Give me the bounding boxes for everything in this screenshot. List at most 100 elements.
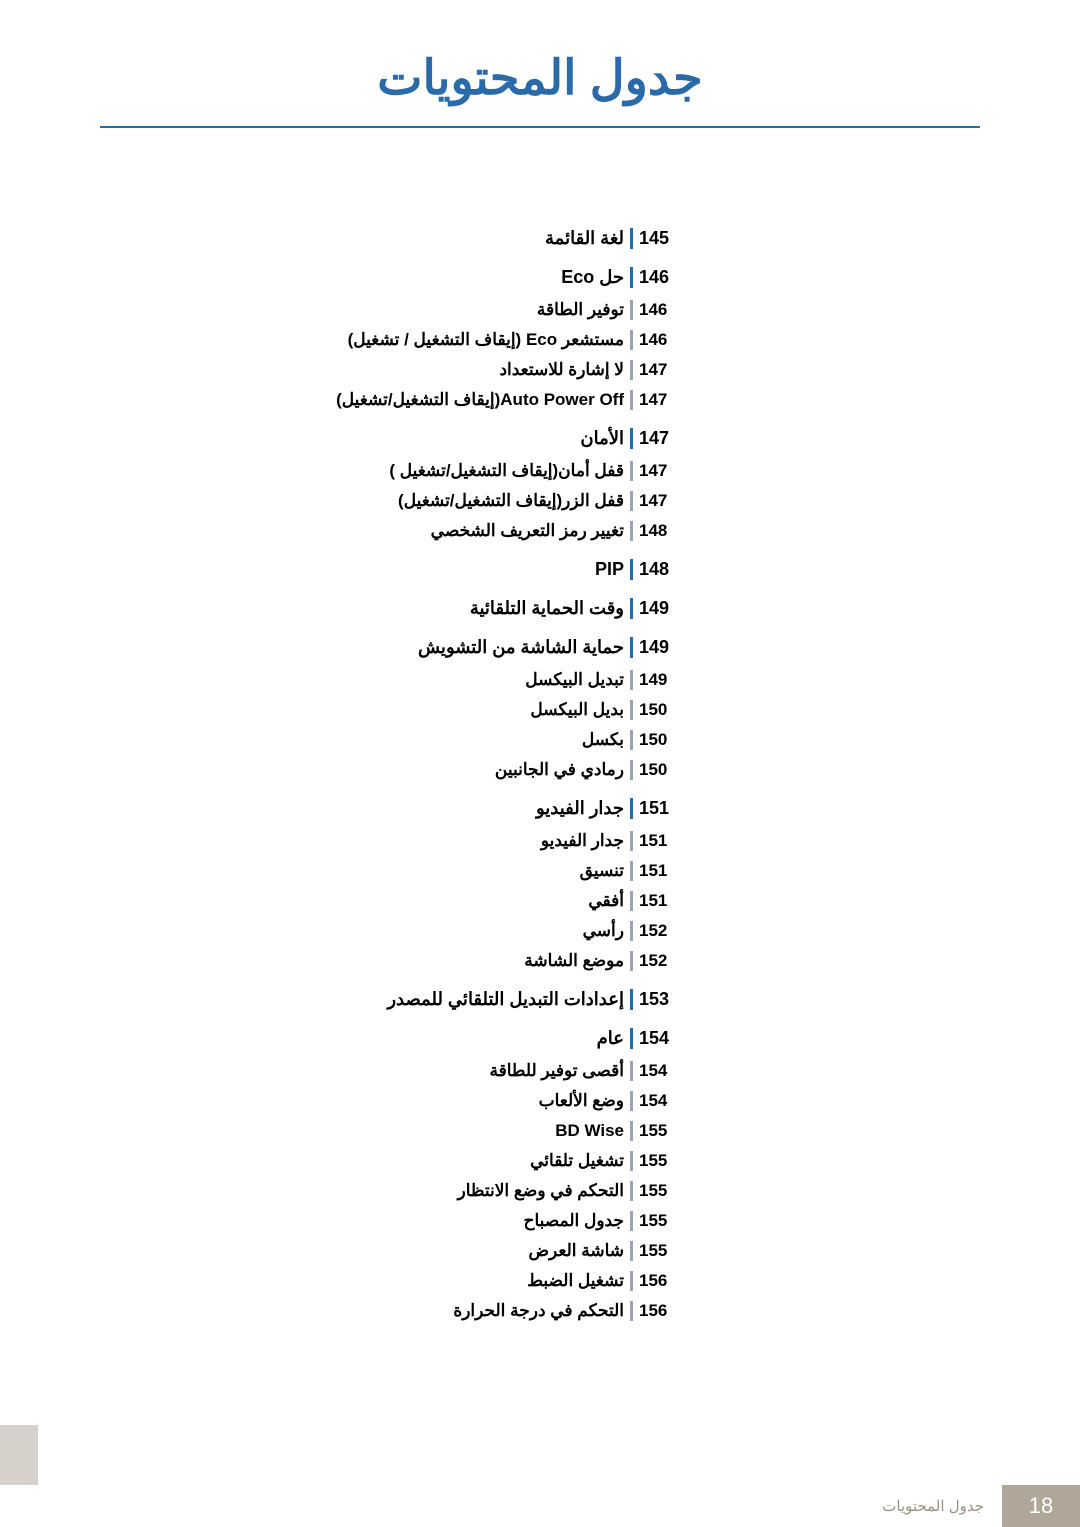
toc-entry-label: رمادي في الجانبين (495, 760, 630, 780)
toc-page-number: 147 (630, 360, 670, 380)
toc-entry[interactable]: 155جدول المصباح (145, 1211, 670, 1231)
toc-page-number: 147 (630, 491, 670, 511)
toc-page-number: 155 (630, 1151, 670, 1171)
toc-page-number: 152 (630, 951, 670, 971)
toc-entry-label: تشغيل تلقائي (530, 1151, 630, 1171)
toc-entry[interactable]: 151جدار الفيديو (145, 798, 670, 819)
toc-entry[interactable]: 148PIP (145, 559, 670, 580)
toc-entry[interactable]: 150رمادي في الجانبين (145, 760, 670, 780)
toc-page-number: 156 (630, 1301, 670, 1321)
toc-page-number: 149 (630, 670, 670, 690)
toc-entry-label: قفل الزر(إيقاف التشغيل/تشغيل) (398, 491, 630, 511)
toc-entry[interactable]: 151تنسيق (145, 861, 670, 881)
toc-entry-label: لغة القائمة (545, 228, 630, 249)
toc-page-number: 156 (630, 1271, 670, 1291)
toc-page-number: 146 (630, 300, 670, 320)
toc-entry[interactable]: 147قفل الزر(إيقاف التشغيل/تشغيل) (145, 491, 670, 511)
toc-entry[interactable]: 154عام (145, 1028, 670, 1049)
toc-page-number: 155 (630, 1181, 670, 1201)
page-title: جدول المحتويات (100, 50, 980, 128)
toc-entry-label: Auto Power Off(إيقاف التشغيل/تشغيل) (336, 390, 630, 410)
page-footer: 18 جدول المحتويات (0, 1485, 1080, 1527)
toc-entry-label: جدول المصباح (524, 1211, 630, 1231)
toc-page-number: 150 (630, 730, 670, 750)
toc-entry-label: الأمان (580, 428, 630, 449)
toc-entry-label: جدار الفيديو (541, 831, 630, 851)
toc-entry[interactable]: 151جدار الفيديو (145, 831, 670, 851)
toc-entry-label: التحكم في درجة الحرارة (453, 1301, 630, 1321)
toc-page-number: 150 (630, 700, 670, 720)
toc-page-number: 148 (630, 559, 670, 580)
toc-entry-label: وضع الألعاب (539, 1091, 630, 1111)
toc-entry[interactable]: 150بكسل (145, 730, 670, 750)
toc-entry-label: حل Eco (561, 267, 630, 288)
toc-entry[interactable]: 149حماية الشاشة من التشويش (145, 637, 670, 658)
toc-page-number: 147 (630, 428, 670, 449)
toc-entry-label: PIP (595, 559, 630, 580)
toc-entry[interactable]: 152رأسي (145, 921, 670, 941)
footer-label: جدول المحتويات (882, 1497, 1002, 1515)
toc-entry[interactable]: 156التحكم في درجة الحرارة (145, 1301, 670, 1321)
toc-entry[interactable]: 152موضع الشاشة (145, 951, 670, 971)
toc-entry-label: لا إشارة للاستعداد (499, 360, 630, 380)
toc-page-number: 151 (630, 891, 670, 911)
toc-entry[interactable]: 155BD Wise (145, 1121, 670, 1141)
toc-page-number: 149 (630, 598, 670, 619)
toc-entry[interactable]: 146توفير الطاقة (145, 300, 670, 320)
toc-entry[interactable]: 145لغة القائمة (145, 228, 670, 249)
toc-entry-label: تشغيل الضبط (527, 1271, 630, 1291)
toc-entry[interactable]: 155شاشة العرض (145, 1241, 670, 1261)
toc-entry-label: بكسل (582, 730, 630, 750)
toc-entry-label: رأسي (583, 921, 630, 941)
toc-entry-label: إعدادات التبديل التلقائي للمصدر (387, 989, 630, 1010)
toc-entry[interactable]: 153إعدادات التبديل التلقائي للمصدر (145, 989, 670, 1010)
toc-page-number: 151 (630, 861, 670, 881)
toc-page-number: 153 (630, 989, 670, 1010)
toc-entry[interactable]: 154وضع الألعاب (145, 1091, 670, 1111)
toc-entry-label: توفير الطاقة (537, 300, 630, 320)
side-tab (0, 1425, 38, 1485)
toc-entry[interactable]: 147الأمان (145, 428, 670, 449)
toc-entry[interactable]: 147قفل أمان(إيقاف التشغيل/تشغيل ) (145, 461, 670, 481)
toc-page-number: 154 (630, 1028, 670, 1049)
toc-entry-label: تغيير رمز التعريف الشخصي (431, 521, 630, 541)
toc-page-number: 155 (630, 1211, 670, 1231)
toc-entry[interactable]: 146حل Eco (145, 267, 670, 288)
toc-page-number: 147 (630, 390, 670, 410)
toc-entry-label: عام (597, 1028, 630, 1049)
toc-entry-label: BD Wise (555, 1121, 630, 1141)
toc-entry-label: تبديل البيكسل (525, 670, 630, 690)
toc-page-number: 154 (630, 1061, 670, 1081)
toc-entry[interactable]: 155التحكم في وضع الانتظار (145, 1181, 670, 1201)
toc-page-number: 154 (630, 1091, 670, 1111)
table-of-contents: 145لغة القائمة146حل Eco146توفير الطاقة14… (100, 228, 980, 1321)
toc-page-number: 146 (630, 267, 670, 288)
toc-page-number: 152 (630, 921, 670, 941)
toc-entry[interactable]: 154أقصى توفير للطاقة (145, 1061, 670, 1081)
toc-entry[interactable]: 149وقت الحماية التلقائية (145, 598, 670, 619)
toc-entry-label: حماية الشاشة من التشويش (418, 637, 630, 658)
toc-entry-label: أقصى توفير للطاقة (489, 1061, 630, 1081)
toc-page-number: 146 (630, 330, 670, 350)
toc-page-number: 151 (630, 798, 670, 819)
toc-entry[interactable]: 151أفقي (145, 891, 670, 911)
toc-entry[interactable]: 146مستشعر Eco (إيقاف التشغيل / تشغيل) (145, 330, 670, 350)
toc-entry-label: قفل أمان(إيقاف التشغيل/تشغيل ) (389, 461, 630, 481)
toc-entry-label: شاشة العرض (528, 1241, 630, 1261)
toc-entry[interactable]: 147Auto Power Off(إيقاف التشغيل/تشغيل) (145, 390, 670, 410)
toc-page-number: 155 (630, 1121, 670, 1141)
toc-entry[interactable]: 150بديل البيكسل (145, 700, 670, 720)
toc-entry[interactable]: 156تشغيل الضبط (145, 1271, 670, 1291)
toc-entry[interactable]: 147لا إشارة للاستعداد (145, 360, 670, 380)
toc-entry-label: وقت الحماية التلقائية (470, 598, 630, 619)
toc-entry[interactable]: 155تشغيل تلقائي (145, 1151, 670, 1171)
toc-page-number: 145 (630, 228, 670, 249)
toc-entry[interactable]: 148تغيير رمز التعريف الشخصي (145, 521, 670, 541)
footer-page-number: 18 (1002, 1485, 1080, 1527)
toc-entry-label: جدار الفيديو (536, 798, 630, 819)
toc-entry[interactable]: 149تبديل البيكسل (145, 670, 670, 690)
toc-page-number: 155 (630, 1241, 670, 1261)
toc-entry-label: تنسيق (580, 861, 630, 881)
toc-entry-label: بديل البيكسل (530, 700, 630, 720)
toc-page-number: 151 (630, 831, 670, 851)
